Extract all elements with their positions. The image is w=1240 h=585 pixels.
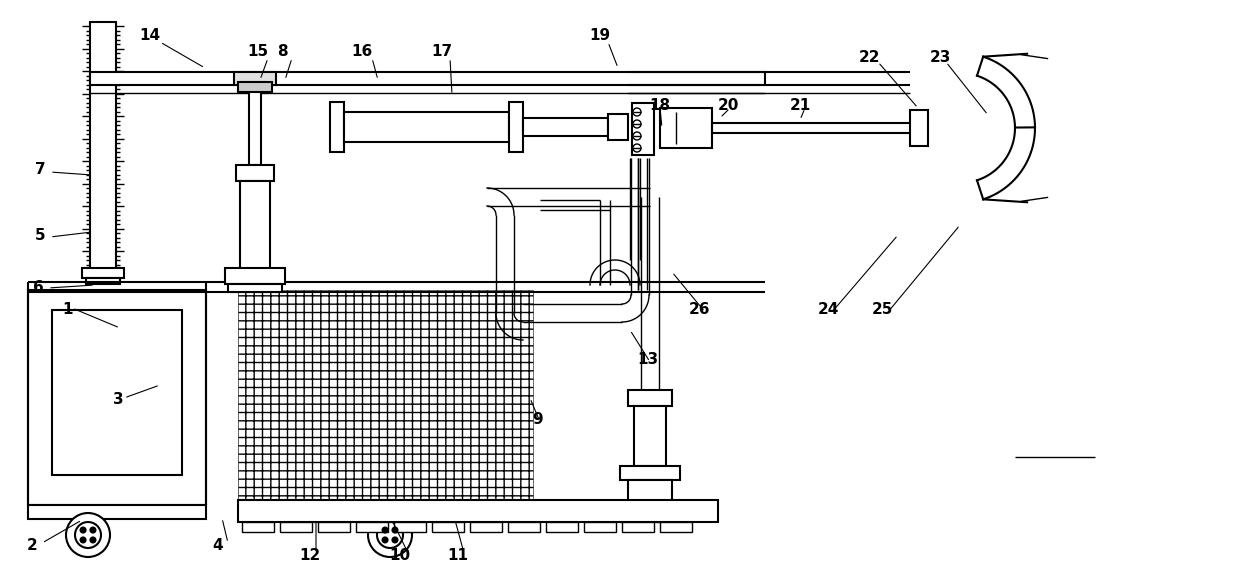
Text: 13: 13 [637, 353, 658, 367]
Text: 19: 19 [589, 27, 610, 43]
Bar [632, 103, 653, 155]
Text: 11: 11 [448, 548, 469, 563]
Bar [508, 102, 523, 152]
Circle shape [392, 528, 398, 532]
Text: 2: 2 [26, 538, 37, 552]
Text: 5: 5 [35, 228, 46, 243]
Text: 6: 6 [32, 280, 43, 295]
Circle shape [632, 144, 641, 152]
Bar [343, 112, 508, 142]
Circle shape [383, 538, 388, 542]
Bar [238, 82, 272, 92]
Bar [241, 181, 270, 281]
Text: 18: 18 [650, 98, 671, 112]
Circle shape [66, 513, 110, 557]
Text: 10: 10 [389, 548, 410, 563]
Bar [228, 284, 281, 292]
Bar [330, 102, 343, 152]
Circle shape [81, 528, 86, 532]
Circle shape [632, 132, 641, 140]
Circle shape [91, 528, 95, 532]
Bar [608, 114, 627, 140]
Text: 8: 8 [277, 44, 288, 60]
Text: 14: 14 [139, 27, 160, 43]
Bar [249, 85, 260, 165]
Bar [91, 22, 117, 270]
Bar [660, 108, 712, 148]
Bar [620, 466, 680, 480]
Bar [29, 290, 206, 505]
Bar [627, 390, 672, 406]
Circle shape [81, 538, 86, 542]
Bar [86, 278, 120, 284]
Bar [52, 310, 182, 475]
Text: 16: 16 [351, 44, 373, 60]
Bar [82, 268, 124, 278]
Text: 25: 25 [872, 302, 893, 318]
Bar [432, 522, 464, 532]
Circle shape [368, 513, 412, 557]
Bar [317, 522, 350, 532]
Bar [656, 512, 666, 522]
Circle shape [632, 108, 641, 116]
Bar [91, 72, 765, 85]
Bar [470, 522, 502, 532]
Bar [644, 512, 653, 522]
Text: 1: 1 [63, 302, 73, 318]
Text: 24: 24 [817, 302, 838, 318]
Text: 23: 23 [929, 50, 951, 66]
Bar [238, 500, 718, 522]
Bar [668, 512, 678, 522]
Bar [356, 522, 388, 532]
Bar [238, 290, 533, 520]
Circle shape [74, 522, 100, 548]
Bar [29, 505, 206, 519]
Text: 12: 12 [299, 548, 321, 563]
Text: 7: 7 [35, 163, 46, 177]
Bar [508, 522, 539, 532]
Circle shape [377, 522, 403, 548]
Circle shape [632, 120, 641, 128]
Bar [280, 522, 312, 532]
Bar [523, 118, 608, 136]
Bar [584, 522, 616, 532]
Text: 9: 9 [533, 412, 543, 428]
Bar [627, 480, 672, 512]
Bar [224, 268, 285, 284]
Text: 4: 4 [213, 538, 223, 552]
Text: 20: 20 [717, 98, 739, 112]
Text: 3: 3 [113, 393, 123, 408]
Bar [394, 522, 427, 532]
Bar [620, 512, 630, 522]
Text: 26: 26 [689, 302, 711, 318]
Bar [546, 522, 578, 532]
Circle shape [91, 538, 95, 542]
Bar [234, 72, 277, 85]
Bar [242, 522, 274, 532]
Bar [660, 522, 692, 532]
Bar [910, 110, 928, 146]
Circle shape [383, 528, 388, 532]
Circle shape [392, 538, 398, 542]
Text: 22: 22 [859, 50, 880, 66]
Bar [236, 165, 274, 181]
Text: 17: 17 [432, 44, 453, 60]
Text: 15: 15 [248, 44, 269, 60]
Bar [622, 522, 653, 532]
Bar [632, 512, 642, 522]
Bar [634, 406, 666, 466]
Text: 21: 21 [790, 98, 811, 112]
